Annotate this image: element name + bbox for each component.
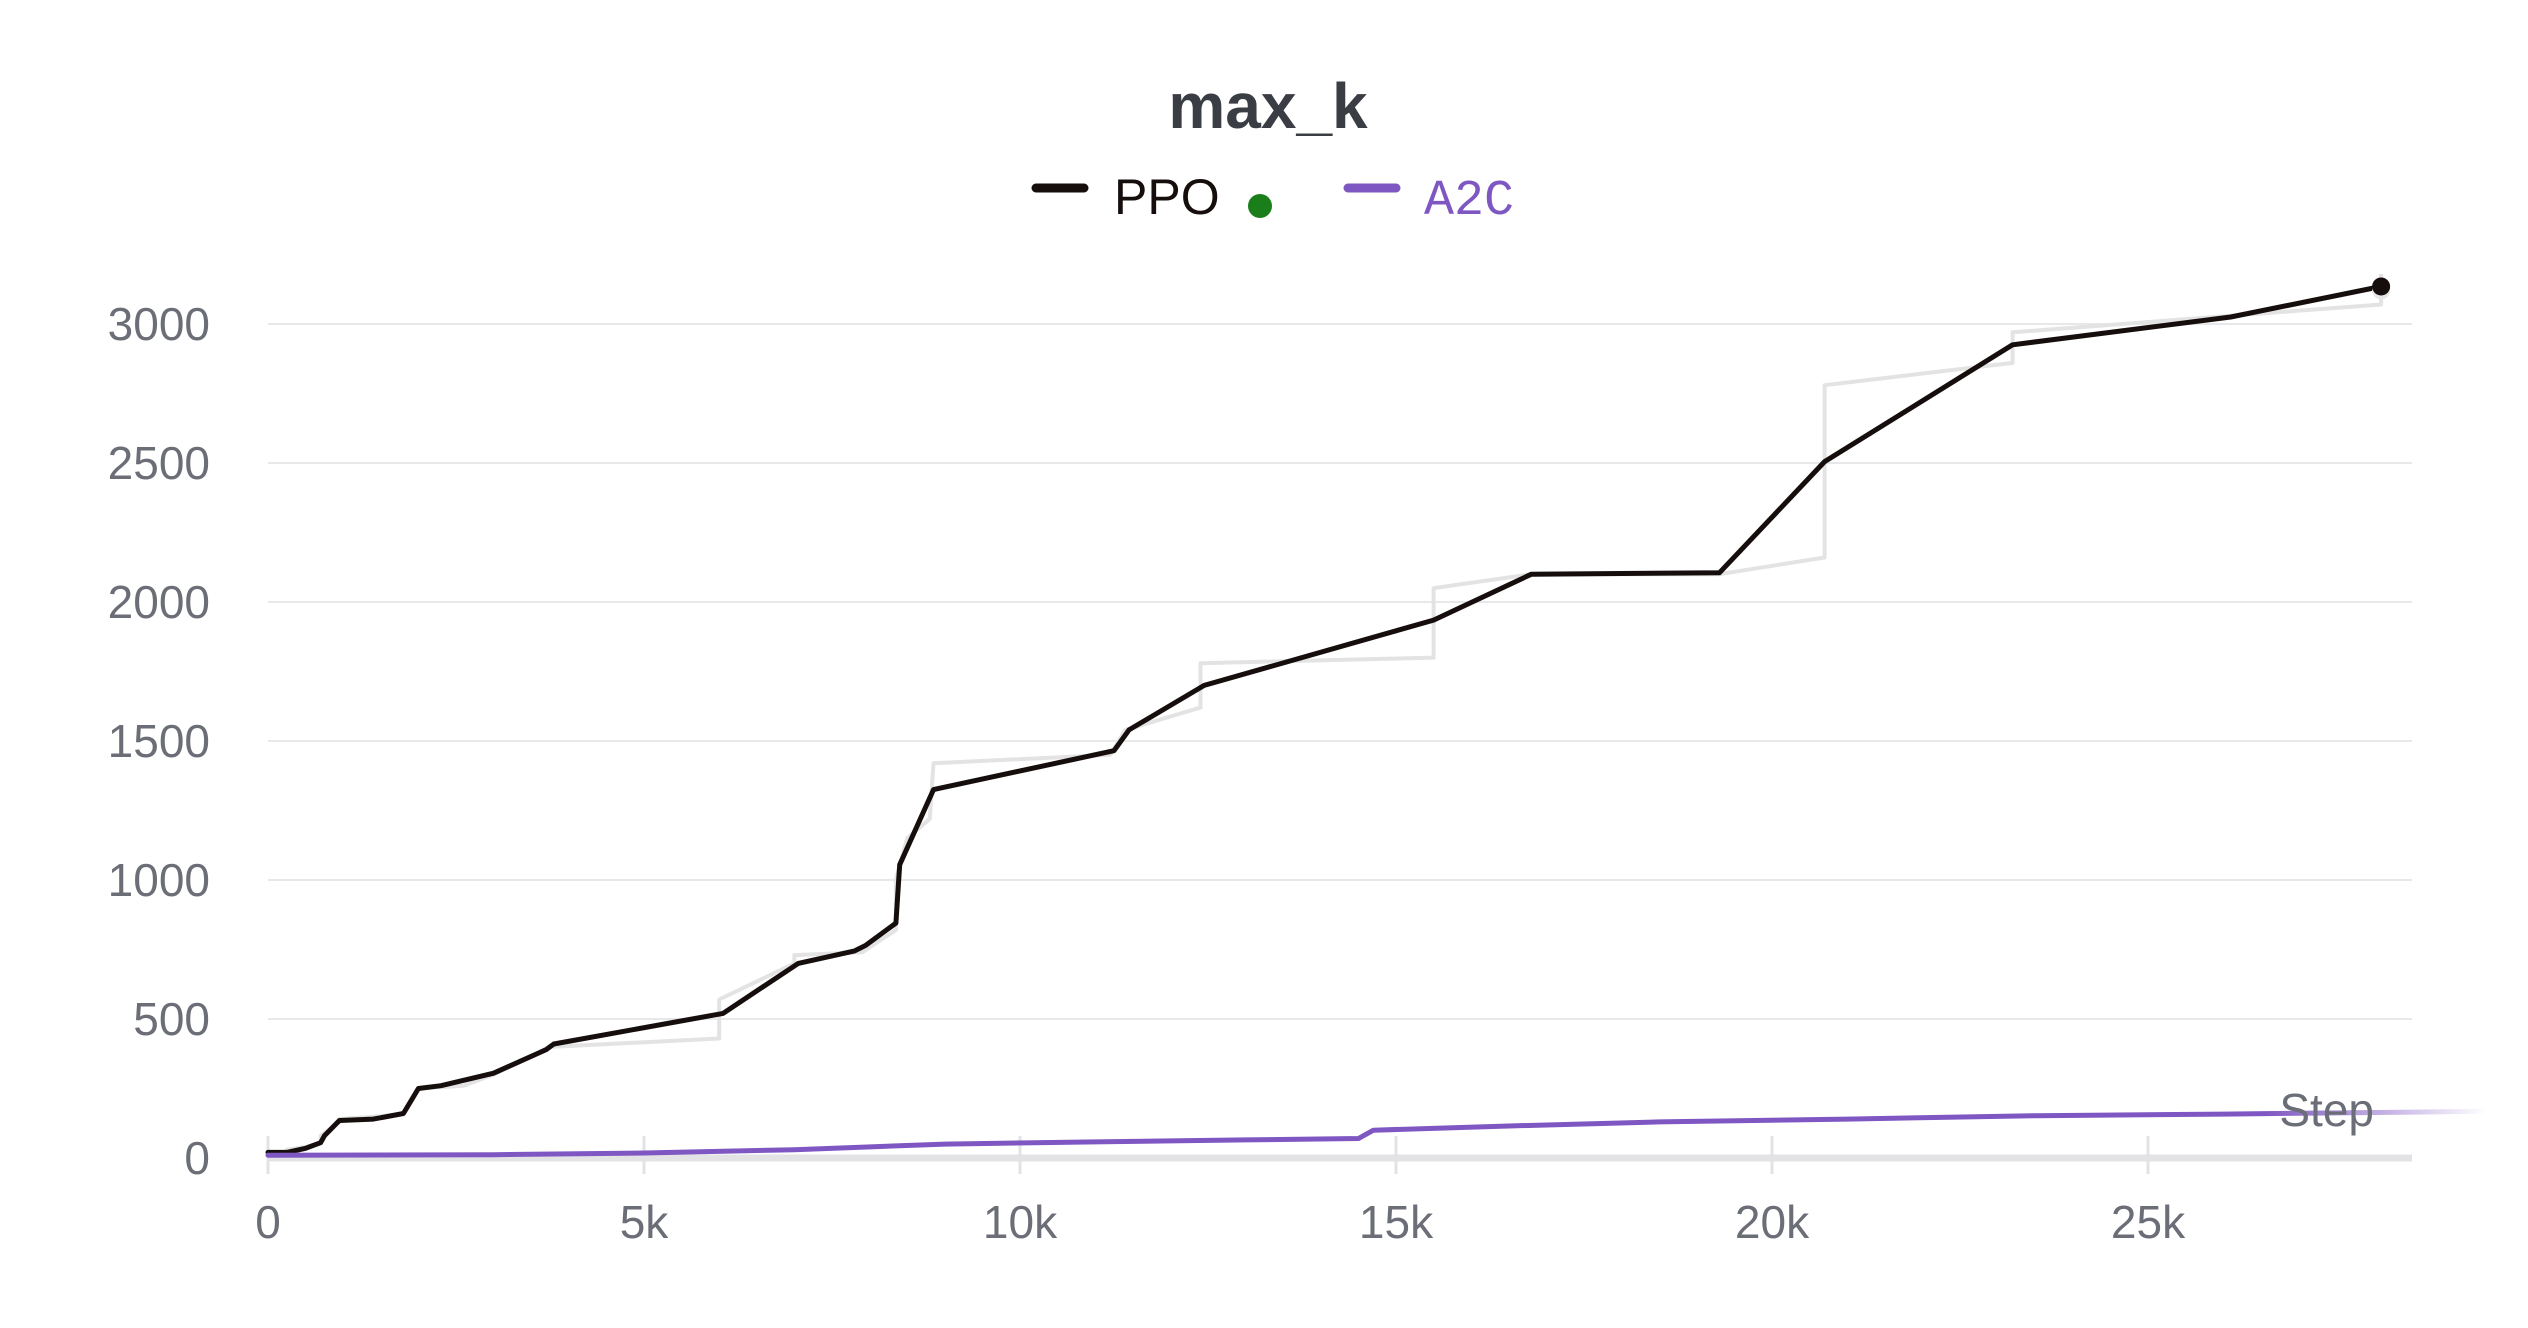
legend-label-a2c: A2C [1424,173,1514,230]
chart-title: max_k [1168,70,1368,142]
grid-lines [268,323,2412,1020]
y-tick-label: 0 [184,1132,210,1184]
series-ppo-line [265,284,2384,1155]
series-layer [265,274,2489,1158]
y-tick-label: 3000 [108,298,210,350]
series-ppo-raw-line [268,274,2384,1155]
legend-label-ppo: PPO [1114,169,1220,225]
x-tick-label: 5k [620,1196,670,1248]
x-axis: 0 5k 10k 15k 20k 25k [255,1136,2412,1248]
y-tick-label: 2500 [108,437,210,489]
y-tick-label: 1000 [108,854,210,906]
y-tick-label: 1500 [108,715,210,767]
y-axis: 0 500 1000 1500 2000 2500 3000 [108,298,210,1184]
y-tick-label: 500 [133,993,210,1045]
x-tick-label: 10k [983,1196,1058,1248]
x-tick-label: 25k [2111,1196,2186,1248]
x-tick-label: 15k [1359,1196,1434,1248]
chart-legend: PPO A2C [1031,169,1514,230]
x-tick-label: 20k [1735,1196,1810,1248]
status-dot-icon [1248,194,1272,218]
y-tick-label: 2000 [108,576,210,628]
x-axis-label: Step [2279,1084,2374,1136]
series-a2c-line [265,1108,2489,1158]
x-tick-label: 0 [255,1196,281,1248]
series-ppo-end-point [2372,277,2391,296]
